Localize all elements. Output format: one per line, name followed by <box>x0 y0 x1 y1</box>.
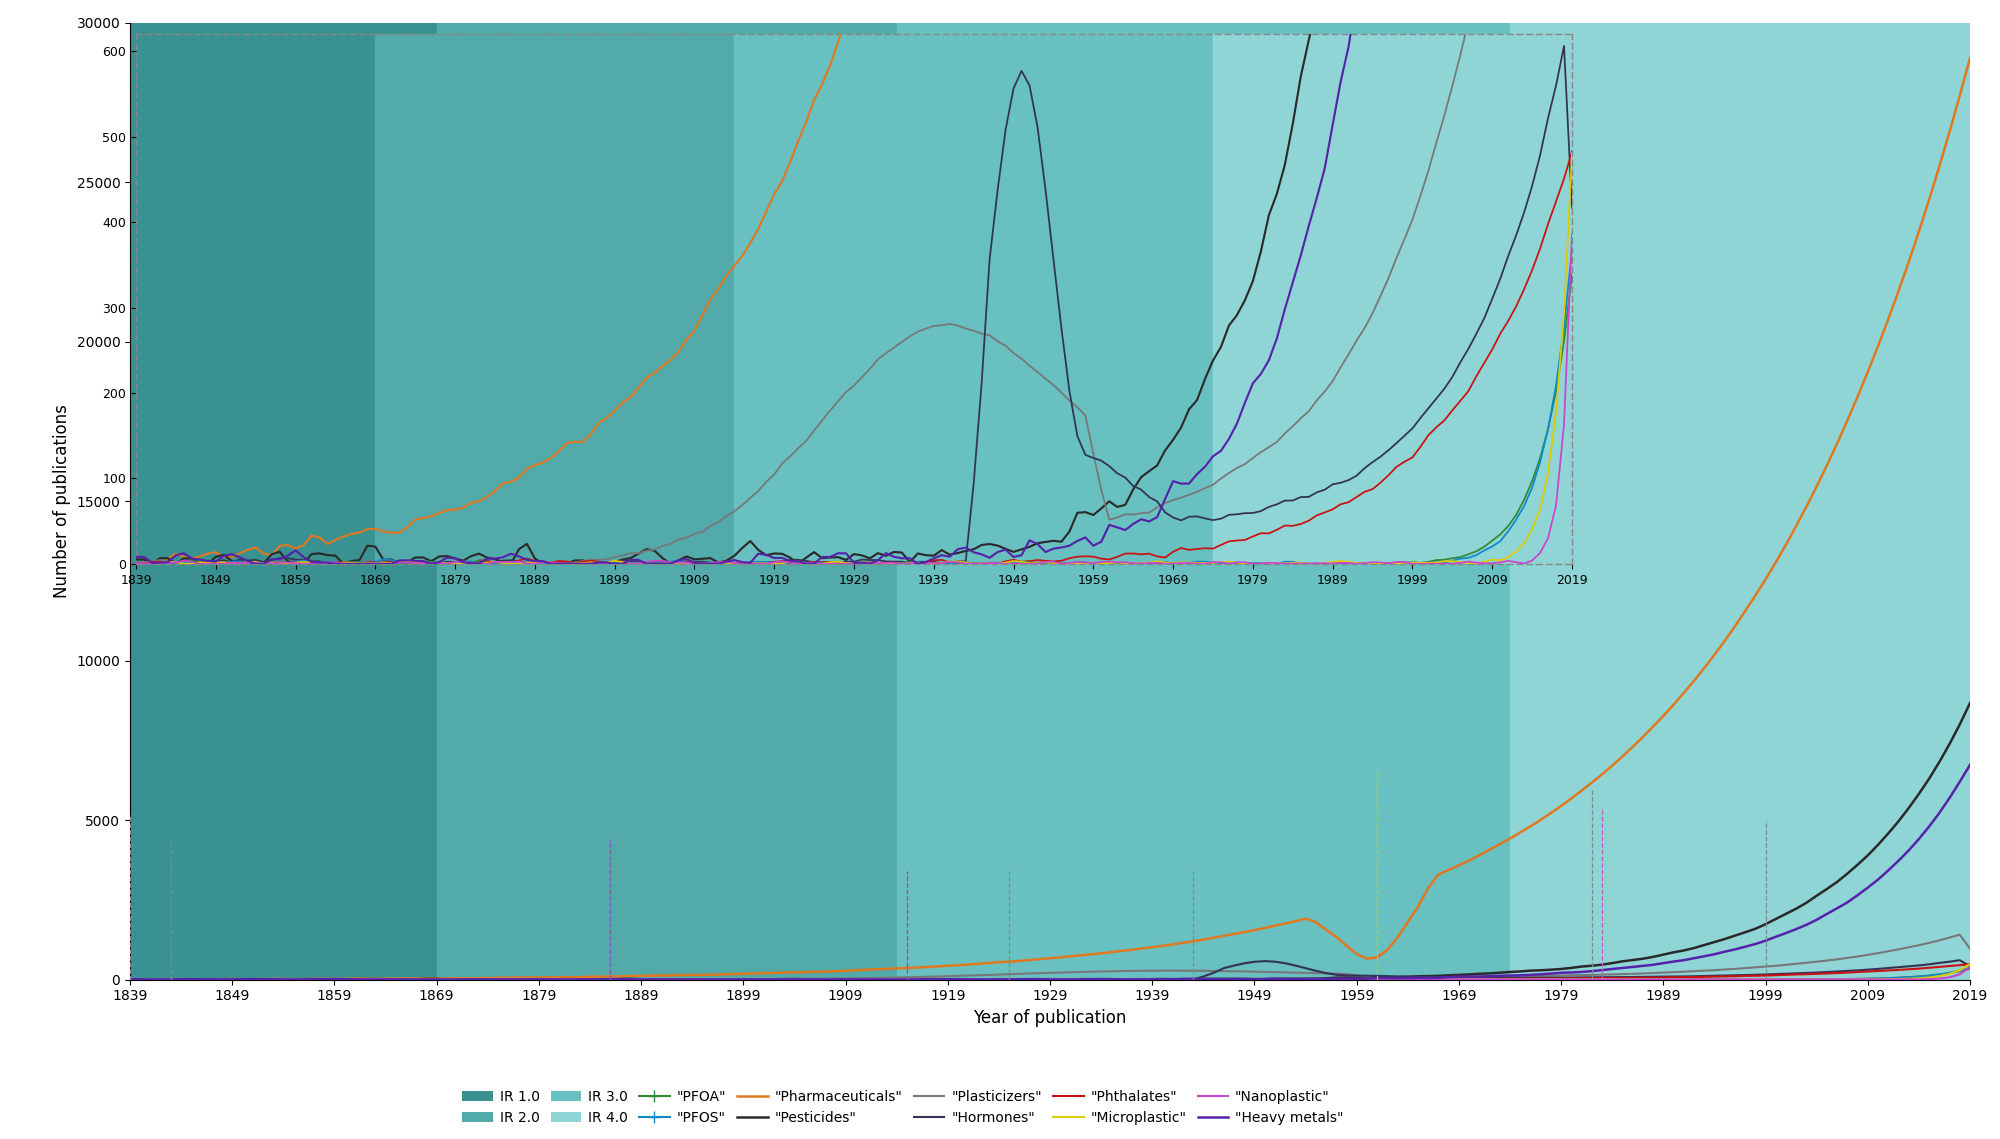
Bar <box>1212 34 1580 564</box>
X-axis label: Year of publication: Year of publication <box>974 1009 1126 1027</box>
Y-axis label: Number of publications: Number of publications <box>52 404 70 598</box>
Bar <box>136 34 376 564</box>
Bar <box>896 23 1510 980</box>
Bar <box>130 23 436 980</box>
Bar <box>436 23 896 980</box>
Bar <box>734 34 1214 564</box>
Bar <box>376 34 734 564</box>
Legend: IR 1.0, IR 2.0, IR 3.0, IR 4.0, "PFOA", "PFOS", "Pharmaceuticals", "Pesticides",: IR 1.0, IR 2.0, IR 3.0, IR 4.0, "PFOA", … <box>456 1084 1350 1131</box>
Bar <box>1510 23 1980 980</box>
